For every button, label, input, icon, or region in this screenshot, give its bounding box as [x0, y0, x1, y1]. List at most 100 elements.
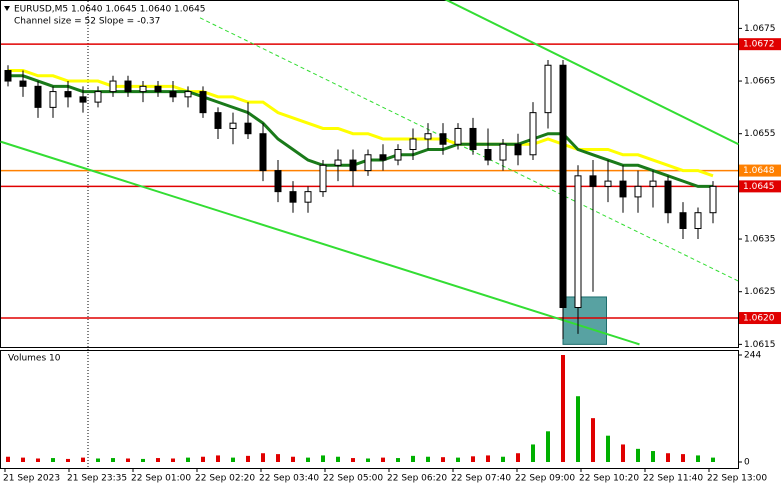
- candle-body: [19, 80, 27, 87]
- level-tag: [739, 164, 781, 177]
- candle-body: [94, 91, 102, 103]
- candle-body: [379, 154, 387, 161]
- volume-bar: [636, 448, 640, 462]
- x-tick-label: 22 Sep 06:20: [387, 474, 447, 484]
- candle-body: [79, 96, 87, 103]
- x-tick-label: 21 Sep 2023: [3, 474, 60, 484]
- candle-body: [64, 91, 72, 98]
- channel-line: [0, 140, 640, 346]
- y-tick-label: 1.0615: [744, 340, 776, 350]
- candle-body: [514, 143, 522, 156]
- volume-bar: [126, 458, 130, 462]
- volume-bar: [486, 455, 490, 462]
- volume-bar: [696, 455, 700, 462]
- candle-body: [574, 175, 582, 309]
- candle-body: [289, 191, 297, 203]
- candle-body: [454, 127, 462, 145]
- candle-body: [169, 91, 177, 98]
- level-tag: [739, 180, 781, 193]
- volume-bar: [156, 458, 160, 462]
- candle-body: [529, 112, 537, 156]
- volume-bar: [51, 458, 55, 462]
- x-tick-label: 22 Sep 02:20: [195, 474, 255, 484]
- volume-bar: [531, 444, 535, 462]
- volume-bar: [621, 444, 625, 462]
- volume-bar: [606, 435, 610, 462]
- candle-body: [214, 112, 222, 129]
- candle-body: [664, 180, 672, 214]
- volume-bar: [141, 458, 145, 462]
- volume-bar: [576, 396, 580, 462]
- candle-body: [274, 170, 282, 193]
- volume-bar: [381, 457, 385, 462]
- candle-body: [109, 80, 117, 93]
- volume-bar: [366, 458, 370, 462]
- level-label: 1.0620: [743, 314, 775, 324]
- candle-body: [424, 133, 432, 140]
- level-tag: [739, 312, 781, 325]
- y-tick-label: 1.0625: [744, 287, 776, 297]
- channel-line: [444, 0, 739, 146]
- level-label: 1.0645: [743, 182, 775, 192]
- moving-average: [8, 74, 713, 188]
- volume-bar: [306, 457, 310, 462]
- candle-body: [589, 175, 597, 187]
- volume-title: Volumes 10: [8, 354, 61, 364]
- volume-bar: [261, 453, 265, 462]
- x-tick-label: 22 Sep 13:00: [707, 474, 767, 484]
- candle-body: [499, 143, 507, 161]
- x-tick-label: 22 Sep 11:40: [643, 474, 703, 484]
- candle-body: [544, 64, 552, 114]
- candle-body: [694, 212, 702, 230]
- level-label: 1.0672: [743, 40, 775, 50]
- volume-bar: [81, 457, 85, 462]
- volume-bar: [216, 455, 220, 462]
- volume-bar: [171, 458, 175, 462]
- volume-bar: [681, 454, 685, 462]
- x-tick-label: 21 Sep 23:35: [67, 474, 127, 484]
- price-frame: [0, 0, 739, 348]
- candle-body: [484, 149, 492, 161]
- x-tick-label: 22 Sep 01:00: [131, 474, 191, 484]
- candle-body: [349, 159, 357, 172]
- candle-body: [334, 159, 342, 166]
- volume-bar: [351, 458, 355, 462]
- volume-bar: [516, 453, 520, 462]
- volume-bar: [6, 456, 10, 462]
- volume-bar: [66, 458, 70, 462]
- candle-body: [709, 185, 717, 214]
- volume-bar: [666, 453, 670, 462]
- volume-bar: [336, 456, 340, 462]
- volume-bar: [711, 457, 715, 462]
- candle-body: [154, 85, 162, 93]
- candle-body: [139, 85, 147, 93]
- x-tick-label: 22 Sep 10:20: [579, 474, 639, 484]
- volume-bar: [426, 456, 430, 462]
- volume-bar: [321, 455, 325, 462]
- candle-body: [634, 185, 642, 198]
- volume-bar: [471, 456, 475, 462]
- volume-bar: [591, 418, 595, 462]
- volume-bar: [291, 456, 295, 462]
- candle-body: [319, 164, 327, 193]
- candle-body: [394, 149, 402, 161]
- candle-body: [34, 85, 42, 108]
- candle-body: [409, 138, 417, 151]
- candle-body: [604, 180, 612, 187]
- volume-bar: [201, 456, 205, 462]
- volume-bar: [96, 458, 100, 462]
- x-tick-label: 22 Sep 05:00: [323, 474, 383, 484]
- y-tick-label: 1.0675: [744, 24, 776, 34]
- candle-body: [469, 127, 477, 151]
- volume-bar: [441, 457, 445, 462]
- highlight-box: [562, 296, 607, 345]
- volume-frame: [0, 350, 739, 469]
- channel-line: [199, 17, 739, 282]
- volume-bar: [36, 458, 40, 462]
- candle-body: [439, 133, 447, 145]
- level-tag: [739, 38, 781, 51]
- volume-bar: [246, 455, 250, 462]
- y-tick-label: 1.0635: [744, 235, 776, 245]
- x-tick-label: 22 Sep 03:40: [259, 474, 319, 484]
